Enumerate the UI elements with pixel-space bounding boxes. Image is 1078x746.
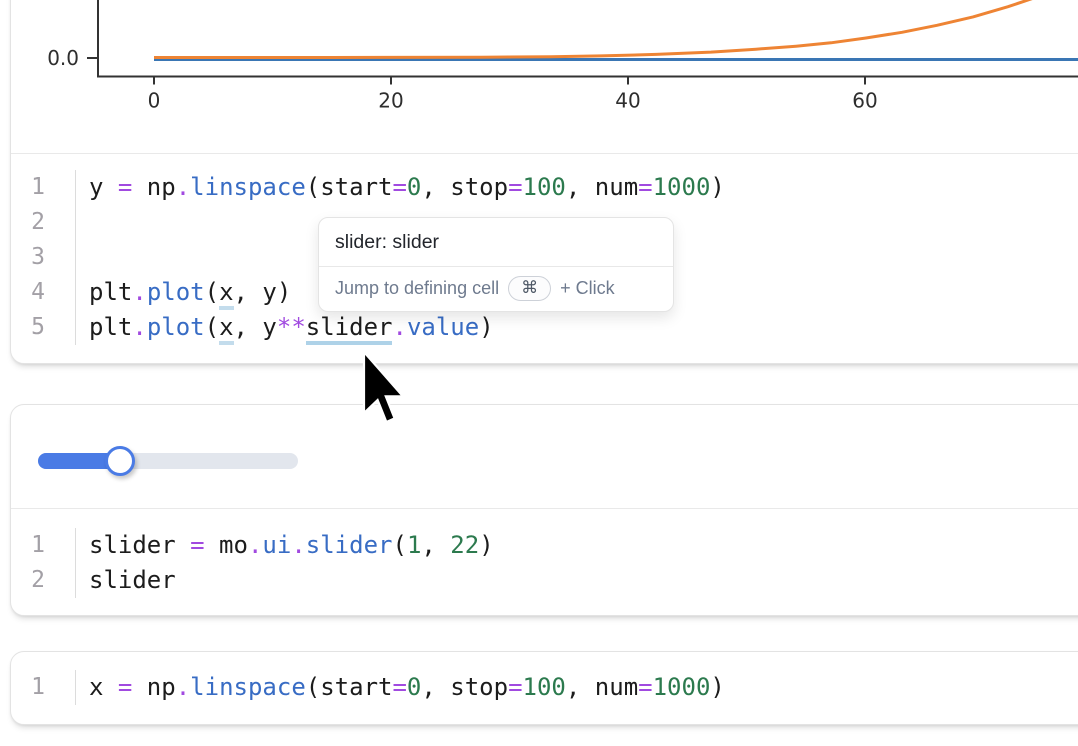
line-number: 2: [11, 205, 76, 240]
variable-hover-tooltip: slider: slider Jump to defining cell ⌘ +…: [318, 217, 674, 312]
code-editor[interactable]: 1 y = np.linspace(start=0, stop=100, num=…: [11, 154, 1078, 363]
output-code-divider: [11, 153, 1078, 154]
code-line[interactable]: 1 x = np.linspace(start=0, stop=100, num=…: [11, 670, 1078, 705]
code-text: plt.plot(x, y): [76, 275, 291, 310]
code-text: plt.plot(x, y**slider.value): [76, 310, 494, 345]
output-code-divider: [11, 508, 1078, 509]
svg-text:0: 0: [148, 89, 161, 113]
plot-output: 0.0 0 20 40 60: [11, 0, 1078, 153]
notebook-cell-x: 1 x = np.linspace(start=0, stop=100, num=…: [10, 651, 1078, 725]
code-editor[interactable]: 1 slider = mo.ui.slider(1, 22) 2 slider: [11, 509, 1078, 615]
line-number: 4: [11, 275, 76, 310]
code-line[interactable]: 2: [11, 205, 1078, 240]
tooltip-title: slider: slider: [335, 231, 440, 253]
code-text: slider: [89, 566, 176, 594]
svg-text:20: 20: [378, 89, 403, 113]
code-line[interactable]: 3: [11, 240, 1078, 275]
slider-output: [11, 405, 1078, 508]
click-hint-label: + Click: [560, 278, 615, 298]
code-line[interactable]: 1 slider = mo.ui.slider(1, 22): [11, 528, 1078, 563]
matplotlib-plot: 0.0 0 20 40 60: [47, 0, 1078, 113]
code-line[interactable]: 5 plt.plot(x, y**slider.value): [11, 310, 1078, 345]
slider-track[interactable]: [38, 453, 298, 469]
variable-reference-slider[interactable]: slider: [305, 313, 393, 345]
slider-widget[interactable]: [38, 445, 298, 477]
code-editor[interactable]: 1 x = np.linspace(start=0, stop=100, num=…: [11, 652, 1078, 724]
mouse-cursor-icon: [362, 350, 406, 424]
code-text: [76, 240, 89, 275]
svg-text:40: 40: [615, 89, 640, 113]
notebook-cell-slider: 1 slider = mo.ui.slider(1, 22) 2 slider: [10, 404, 1078, 616]
line-number: 1: [11, 670, 76, 705]
code-text: y = np.linspace(start=0, stop=100, num=1…: [89, 173, 725, 201]
code-line[interactable]: 2 slider: [11, 563, 1078, 598]
tooltip-divider: [319, 266, 673, 267]
svg-text:0.0: 0.0: [47, 46, 79, 70]
code-line[interactable]: 1 y = np.linspace(start=0, stop=100, num=…: [11, 170, 1078, 205]
line-number: 3: [11, 240, 76, 275]
svg-text:60: 60: [852, 89, 877, 113]
line-number: 5: [11, 310, 76, 345]
code-line[interactable]: 4 plt.plot(x, y): [11, 275, 1078, 310]
variable-reference[interactable]: x: [219, 313, 234, 345]
code-text: x = np.linspace(start=0, stop=100, num=1…: [89, 673, 725, 701]
code-text: [76, 205, 89, 240]
line-number: 1: [11, 170, 76, 205]
line-number: 2: [11, 563, 76, 598]
command-key-icon: ⌘: [508, 276, 552, 301]
line-number: 1: [11, 528, 76, 563]
slider-thumb[interactable]: [104, 446, 135, 476]
jump-to-defining-cell-label: Jump to defining cell: [335, 278, 500, 298]
code-text: slider = mo.ui.slider(1, 22): [89, 531, 494, 559]
slider-fill: [38, 453, 120, 469]
variable-reference[interactable]: x: [219, 278, 234, 310]
